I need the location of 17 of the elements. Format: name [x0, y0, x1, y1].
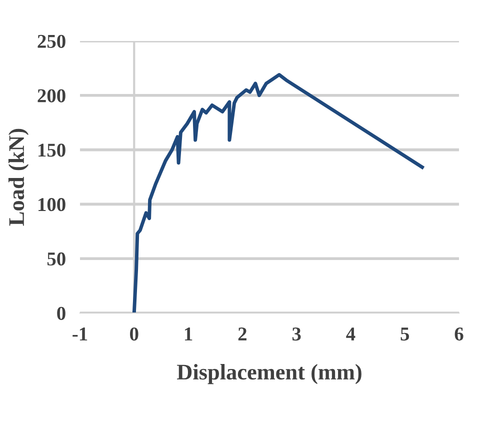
x-tick-label: 4 [346, 328, 356, 340]
x-tick-label: 5 [400, 328, 410, 341]
x-tick-label: 3 [292, 328, 301, 341]
x-axis-title: Displacement (mm) [177, 364, 362, 384]
y-tick-label: 50 [47, 252, 66, 266]
y-axis-title: Load (kN) [8, 128, 29, 226]
y-tick-label: 200 [38, 89, 66, 102]
y-tick-label: 0 [57, 306, 66, 320]
y-tick-label: 100 [38, 198, 66, 212]
x-tick-label: 2 [238, 328, 246, 340]
x-tick-label: 6 [454, 328, 464, 341]
x-tick-label: 1 [184, 328, 192, 340]
line-series [132, 72, 424, 313]
y-tick-label: 250 [38, 34, 66, 48]
x-tick-label: -1 [72, 328, 88, 340]
x-tick-label: 0 [130, 327, 138, 341]
y-tick-label: 150 [38, 144, 66, 157]
